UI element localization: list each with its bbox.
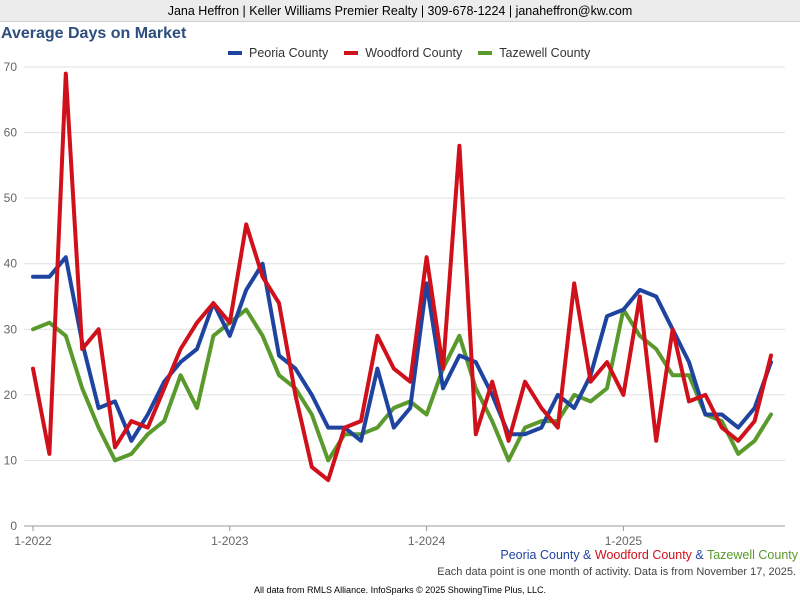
x-tick-label: 1-2025	[605, 534, 643, 548]
y-tick-label: 10	[4, 453, 18, 467]
credit-tazewell: Tazewell County	[706, 548, 798, 562]
legend-item-woodford[interactable]: Woodford County	[344, 46, 462, 60]
y-tick-label: 70	[4, 60, 18, 74]
series-line-woodford-county[interactable]	[31, 71, 773, 483]
series-line-peoria-county[interactable]	[31, 255, 773, 443]
credit-ampersand: &	[691, 548, 707, 562]
credit-peoria: Peoria County	[500, 548, 580, 562]
legend-swatch-woodford	[344, 51, 359, 55]
y-tick-label: 60	[4, 126, 18, 140]
legend-item-peoria[interactable]: Peoria County	[228, 46, 328, 60]
legend-swatch-tazewell	[478, 51, 493, 55]
y-tick-label: 40	[4, 257, 18, 271]
legend-label-woodford: Woodford County	[365, 46, 463, 60]
y-axis-ticks: 0 10 20 30 40 50 60 70	[4, 60, 18, 533]
series-credit: Peoria County & Woodford County & Tazewe…	[500, 548, 798, 562]
x-tick-label: 1-2022	[14, 534, 52, 548]
legend-item-tazewell[interactable]: Tazewell County	[478, 46, 590, 60]
legend-label-peoria: Peoria County	[249, 46, 329, 60]
legend-swatch-peoria	[228, 51, 242, 55]
header-contact-bar: Jana Heffron | Keller Williams Premier R…	[0, 0, 800, 22]
chart-title: Average Days on Market	[1, 25, 187, 42]
credit-woodford: Woodford County	[594, 548, 692, 562]
data-note: Each data point is one month of activity…	[437, 566, 796, 578]
chart-gridlines	[24, 66, 785, 527]
chart-series-lines	[31, 71, 773, 483]
y-tick-label: 0	[10, 519, 17, 533]
x-tick-label: 1-2023	[211, 534, 249, 548]
y-tick-label: 50	[4, 191, 18, 205]
y-tick-label: 20	[4, 388, 18, 402]
series-line-tazewell-county[interactable]	[31, 307, 773, 463]
y-tick-label: 30	[4, 322, 18, 336]
x-tick-label: 1-2024	[408, 534, 446, 548]
credit-ampersand: &	[579, 548, 595, 562]
x-axis-ticks: 1-2022 1-2023 1-2024 1-2025	[14, 526, 642, 548]
legend-label-tazewell: Tazewell County	[499, 46, 591, 60]
footer-credit: All data from RMLS Alliance. InfoSparks …	[254, 585, 546, 595]
chart-legend: Peoria County Woodford County Tazewell C…	[228, 46, 606, 60]
